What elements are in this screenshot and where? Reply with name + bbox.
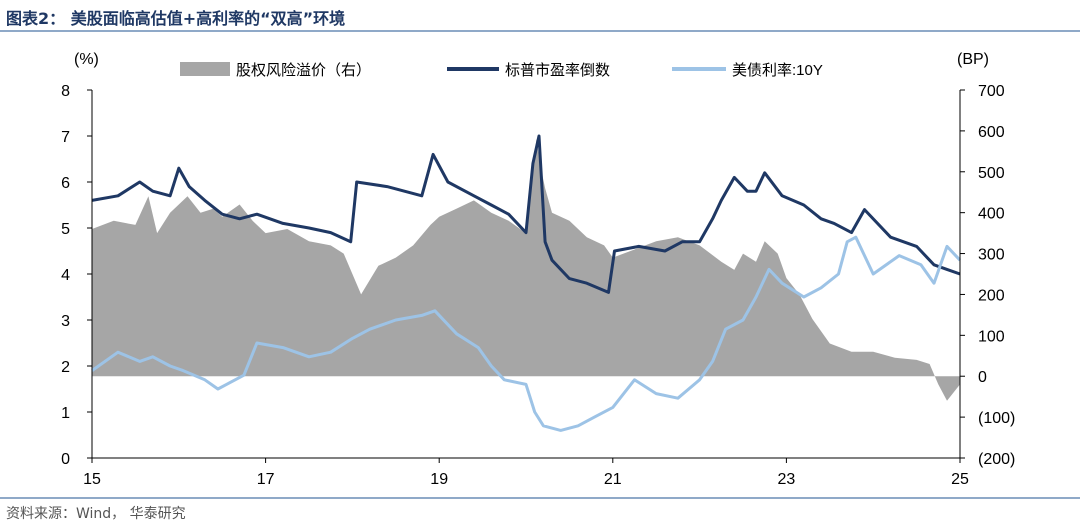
series-area-erp xyxy=(92,139,960,401)
x-tick-label: 25 xyxy=(951,471,969,488)
series-line-1 xyxy=(91,134,961,294)
y-left-unit: (%) xyxy=(74,51,99,68)
y-right-tick-label: (200) xyxy=(978,451,1015,468)
y-left-tick-label: 8 xyxy=(61,83,70,100)
legend: 股权风险溢价（右） 标普市盈率倒数 美债利率:10Y xyxy=(180,62,823,79)
title-rule xyxy=(0,30,1080,32)
y-left-tick-label: 3 xyxy=(61,313,70,330)
y-right-tick-label: 700 xyxy=(978,83,1005,100)
y-left-tick-label: 2 xyxy=(61,359,70,376)
line-layer xyxy=(91,134,962,432)
y-left-tick-label: 7 xyxy=(61,129,70,146)
area-layer xyxy=(92,139,960,401)
y-right-tick-label: 100 xyxy=(978,328,1005,345)
y-left-tick-label: 6 xyxy=(61,175,70,192)
source-note: 资料来源：Wind， 华泰研究 xyxy=(6,506,186,522)
x-tick-label: 15 xyxy=(83,471,101,488)
legend-label: 标普市盈率倒数 xyxy=(505,62,610,79)
y-left-tick-label: 1 xyxy=(61,405,70,422)
y-right-unit: (BP) xyxy=(957,51,989,68)
axes-layer: 012345678(200)(100)010020030040050060070… xyxy=(61,51,1015,488)
x-tick-label: 23 xyxy=(778,471,796,488)
y-right-tick-label: 600 xyxy=(978,124,1005,141)
y-right-tick-label: 300 xyxy=(978,247,1005,264)
legend-swatch-area xyxy=(180,62,230,76)
y-left-tick-label: 0 xyxy=(61,451,70,468)
y-right-tick-label: 400 xyxy=(978,206,1005,223)
y-left-tick-label: 5 xyxy=(61,221,70,238)
y-right-tick-label: 200 xyxy=(978,287,1005,304)
x-tick-label: 21 xyxy=(604,471,622,488)
y-left-tick-label: 4 xyxy=(61,267,70,284)
chart-title: 图表2： 美股面临高估值+高利率的“双高”环境 xyxy=(6,9,346,28)
source-rule xyxy=(0,497,1080,499)
y-right-tick-label: 500 xyxy=(978,165,1005,182)
y-right-tick-label: (100) xyxy=(978,410,1015,427)
legend-label: 股权风险溢价（右） xyxy=(236,62,371,79)
x-tick-label: 19 xyxy=(430,471,448,488)
legend-label: 美债利率:10Y xyxy=(732,62,823,79)
y-right-tick-label: 0 xyxy=(978,369,987,386)
x-tick-label: 17 xyxy=(257,471,275,488)
series-line-2 xyxy=(91,235,962,432)
